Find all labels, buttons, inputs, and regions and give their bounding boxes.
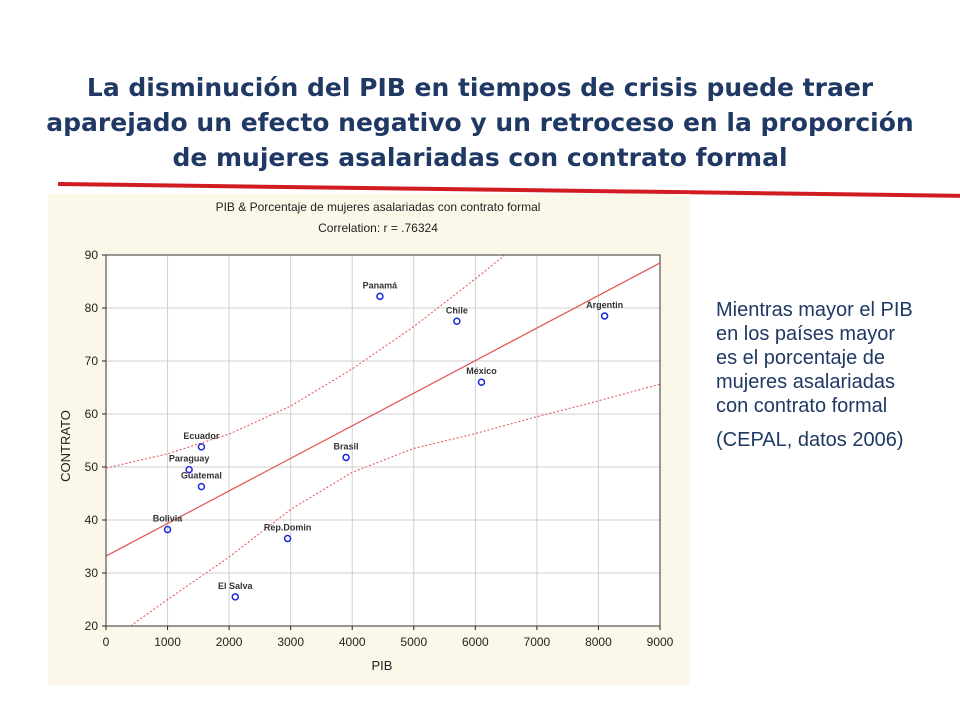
x-tick-label: 9000 [647, 635, 674, 649]
plot-frame [105, 254, 661, 627]
data-point-label: Argentin [586, 300, 623, 310]
x-tick-label: 7000 [524, 635, 551, 649]
data-point [231, 593, 240, 601]
x-tick-label: 3000 [277, 635, 304, 649]
y-tick-label: 80 [85, 301, 99, 315]
data-point-label: México [466, 366, 497, 376]
scatter-chart-panel: PIB & Porcentaje de mujeres asalariadas … [48, 194, 690, 685]
side-text-box: Mientras mayor el PIB en los países mayo… [716, 298, 916, 462]
slide-title: La disminución del PIB en tiempos de cri… [46, 73, 914, 172]
data-point [163, 525, 172, 534]
x-tick-label: 2000 [216, 635, 243, 649]
plot-area [106, 255, 660, 626]
data-point-label: Chile [446, 305, 468, 315]
data-point [185, 465, 193, 474]
data-point-label: Bolivia [153, 514, 184, 524]
data-point [342, 453, 350, 462]
data-point [477, 378, 486, 386]
data-point [600, 312, 609, 320]
chart-title: PIB & Porcentaje de mujeres asalariadas … [216, 200, 541, 214]
chart-subtitle: Correlation: r = .76324 [318, 221, 438, 235]
data-point [197, 482, 206, 491]
source-note: (CEPAL, datos 2006) [716, 429, 904, 451]
data-point-label: Rep.Domin [264, 523, 312, 533]
regression-line [106, 262, 660, 557]
y-tick-label: 60 [85, 407, 99, 421]
y-tick-label: 90 [85, 248, 99, 262]
x-tick-label: 6000 [462, 635, 489, 649]
data-point-label: Brasil [334, 441, 359, 451]
y-tick-label: 50 [85, 460, 99, 474]
scatter-chart: PIB & Porcentaje de mujeres asalariadas … [58, 200, 674, 673]
data-point [283, 534, 292, 543]
data-point-label: Paraguay [169, 454, 210, 464]
y-tick-label: 30 [85, 566, 99, 580]
y-tick-label: 70 [85, 354, 99, 368]
x-tick-label: 4000 [339, 635, 366, 649]
data-point-label: El Salva [218, 581, 254, 591]
data-point-label: Guatemal [181, 471, 222, 481]
x-axis-label: PIB [372, 658, 393, 673]
x-tick-label: 5000 [400, 635, 427, 649]
data-point-label: Ecuador [183, 431, 220, 441]
side-description: Mientras mayor el PIB en los países mayo… [716, 299, 913, 417]
y-axis-label: CONTRATO [58, 410, 73, 482]
data-point-label: Panamá [363, 280, 399, 290]
y-tick-label: 40 [85, 513, 99, 527]
data-point [197, 443, 206, 451]
x-tick-label: 8000 [585, 635, 612, 649]
x-tick-label: 0 [103, 635, 110, 649]
data-point [453, 317, 461, 325]
y-tick-label: 20 [85, 619, 99, 633]
data-point [376, 292, 384, 301]
x-tick-label: 1000 [154, 635, 181, 649]
